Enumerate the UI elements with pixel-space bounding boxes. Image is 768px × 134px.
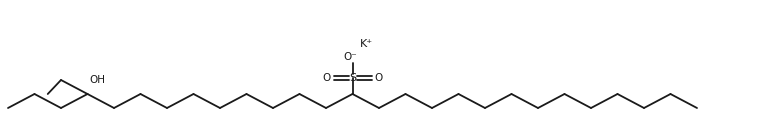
Text: K⁺: K⁺ (360, 39, 373, 49)
Text: O⁻: O⁻ (343, 52, 357, 62)
Text: O: O (375, 73, 382, 83)
Text: O: O (323, 73, 330, 83)
Text: OH: OH (90, 75, 105, 85)
Text: S: S (349, 73, 356, 83)
